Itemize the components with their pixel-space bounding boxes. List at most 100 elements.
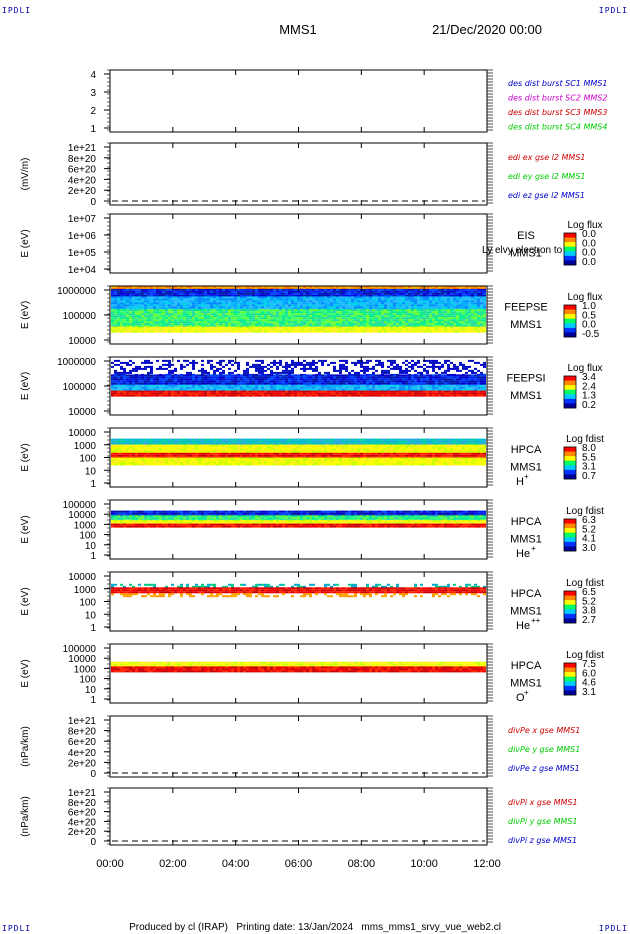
- heatmap-cell: [150, 325, 153, 328]
- heatmap-cell: [138, 311, 141, 314]
- heatmap-cell: [276, 313, 279, 316]
- heatmap-cell: [261, 286, 264, 288]
- heatmap-cell: [195, 288, 198, 291]
- heatmap-cell: [282, 386, 285, 389]
- heatmap-cell: [474, 376, 477, 379]
- heatmap-cell: [234, 386, 237, 389]
- heatmap-cell: [273, 321, 276, 324]
- colorbar-segment: [564, 233, 576, 238]
- heatmap-cell: [135, 294, 138, 297]
- panel-frame-dist: [109, 69, 488, 133]
- heatmap-cell: [153, 306, 156, 309]
- heatmap-cell: [414, 330, 417, 333]
- heatmap-cell: [186, 371, 189, 374]
- heatmap-cell: [420, 365, 423, 368]
- heatmap-cell: [240, 328, 243, 331]
- heatmap-cell: [123, 319, 126, 322]
- heatmap-cell: [402, 326, 405, 329]
- heatmap-cell: [165, 309, 168, 312]
- heatmap-cell: [342, 306, 345, 309]
- heatmap-cell: [345, 386, 348, 389]
- heatmap-cell: [258, 359, 261, 362]
- heatmap-cell: [459, 290, 462, 293]
- heatmap-cell: [120, 330, 123, 333]
- heatmap-cell: [135, 388, 138, 391]
- heatmap-cell: [483, 286, 486, 288]
- heatmap-cell: [315, 330, 318, 333]
- heatmap-cell: [123, 323, 126, 326]
- heatmap-cell: [291, 306, 294, 309]
- heatmap-cell: [279, 319, 282, 322]
- heatmap-cell: [315, 321, 318, 324]
- heatmap-cell: [411, 321, 414, 324]
- heatmap-cell: [135, 384, 138, 387]
- heatmap-cell: [282, 365, 285, 368]
- heatmap-cell: [123, 328, 126, 331]
- heatmap-cell: [330, 309, 333, 312]
- heatmap-cell: [381, 376, 384, 379]
- heatmap-cell: [210, 388, 213, 391]
- heatmap-cell: [372, 315, 375, 318]
- heatmap-cell: [426, 286, 429, 288]
- heatmap-cell: [168, 321, 171, 324]
- heatmap-cell: [168, 365, 171, 368]
- heatmap-cell: [474, 304, 477, 307]
- heatmap-cell: [153, 309, 156, 312]
- corner-mark-top-left: IPDLI: [2, 6, 32, 15]
- heatmap-cell: [336, 326, 339, 329]
- heatmap-cell: [243, 296, 246, 299]
- heatmap-cell: [216, 288, 219, 291]
- heatmap-cell: [189, 296, 192, 299]
- heatmap-cell: [441, 388, 444, 391]
- heatmap-cell: [441, 317, 444, 320]
- heatmap-cell: [342, 309, 345, 312]
- colorbar-segment: [564, 237, 576, 243]
- heatmap-cell: [216, 304, 219, 307]
- heatmap-cell: [159, 386, 162, 389]
- heatmap-cell: [234, 361, 237, 364]
- heatmap-cell: [420, 309, 423, 312]
- heatmap-cell: [318, 298, 321, 301]
- heatmap-cell: [222, 294, 225, 297]
- heatmap-cell: [153, 286, 156, 288]
- heatmap-cell: [468, 328, 471, 331]
- heatmap-cell: [384, 371, 387, 374]
- heatmap-cell: [477, 294, 480, 297]
- heatmap-cell: [405, 288, 408, 291]
- heatmap-cell: [156, 367, 159, 370]
- heatmap-cell: [300, 363, 303, 366]
- heatmap-cell: [198, 374, 201, 377]
- heatmap-cell: [192, 298, 195, 301]
- heatmap-cell: [183, 294, 186, 297]
- heatmap-cell: [288, 296, 291, 299]
- heatmap-cell: [414, 294, 417, 297]
- heatmap-cell: [195, 382, 198, 385]
- heatmap-cell: [375, 326, 378, 329]
- heatmap-cell: [312, 330, 315, 333]
- heatmap-cell: [222, 378, 225, 381]
- heatmap-cell: [171, 306, 174, 309]
- heatmap-cell: [297, 309, 300, 312]
- heatmap-cell: [339, 380, 342, 383]
- heatmap-cell: [201, 309, 204, 312]
- heatmap-cell: [216, 292, 219, 295]
- heatmap-cell: [396, 286, 399, 288]
- heatmap-cell: [339, 328, 342, 331]
- heatmap-cell: [237, 313, 240, 316]
- heatmap-cell: [447, 380, 450, 383]
- heatmap-cell: [318, 294, 321, 297]
- heatmap-cell: [342, 384, 345, 387]
- heatmap-cell: [186, 386, 189, 389]
- heatmap-cell: [321, 317, 324, 320]
- heatmap-cell: [222, 296, 225, 299]
- heatmap-cell: [351, 298, 354, 301]
- heatmap-cell: [147, 330, 150, 333]
- heatmap-cell: [114, 323, 117, 326]
- heatmap-cell: [225, 325, 228, 328]
- heatmap-cell: [267, 380, 270, 383]
- heatmap-cell: [348, 371, 351, 374]
- y-tick-label: 2e+20: [68, 186, 97, 197]
- heatmap-cell: [201, 326, 204, 329]
- heatmap-cell: [384, 311, 387, 314]
- colorbar-frame: [563, 232, 577, 266]
